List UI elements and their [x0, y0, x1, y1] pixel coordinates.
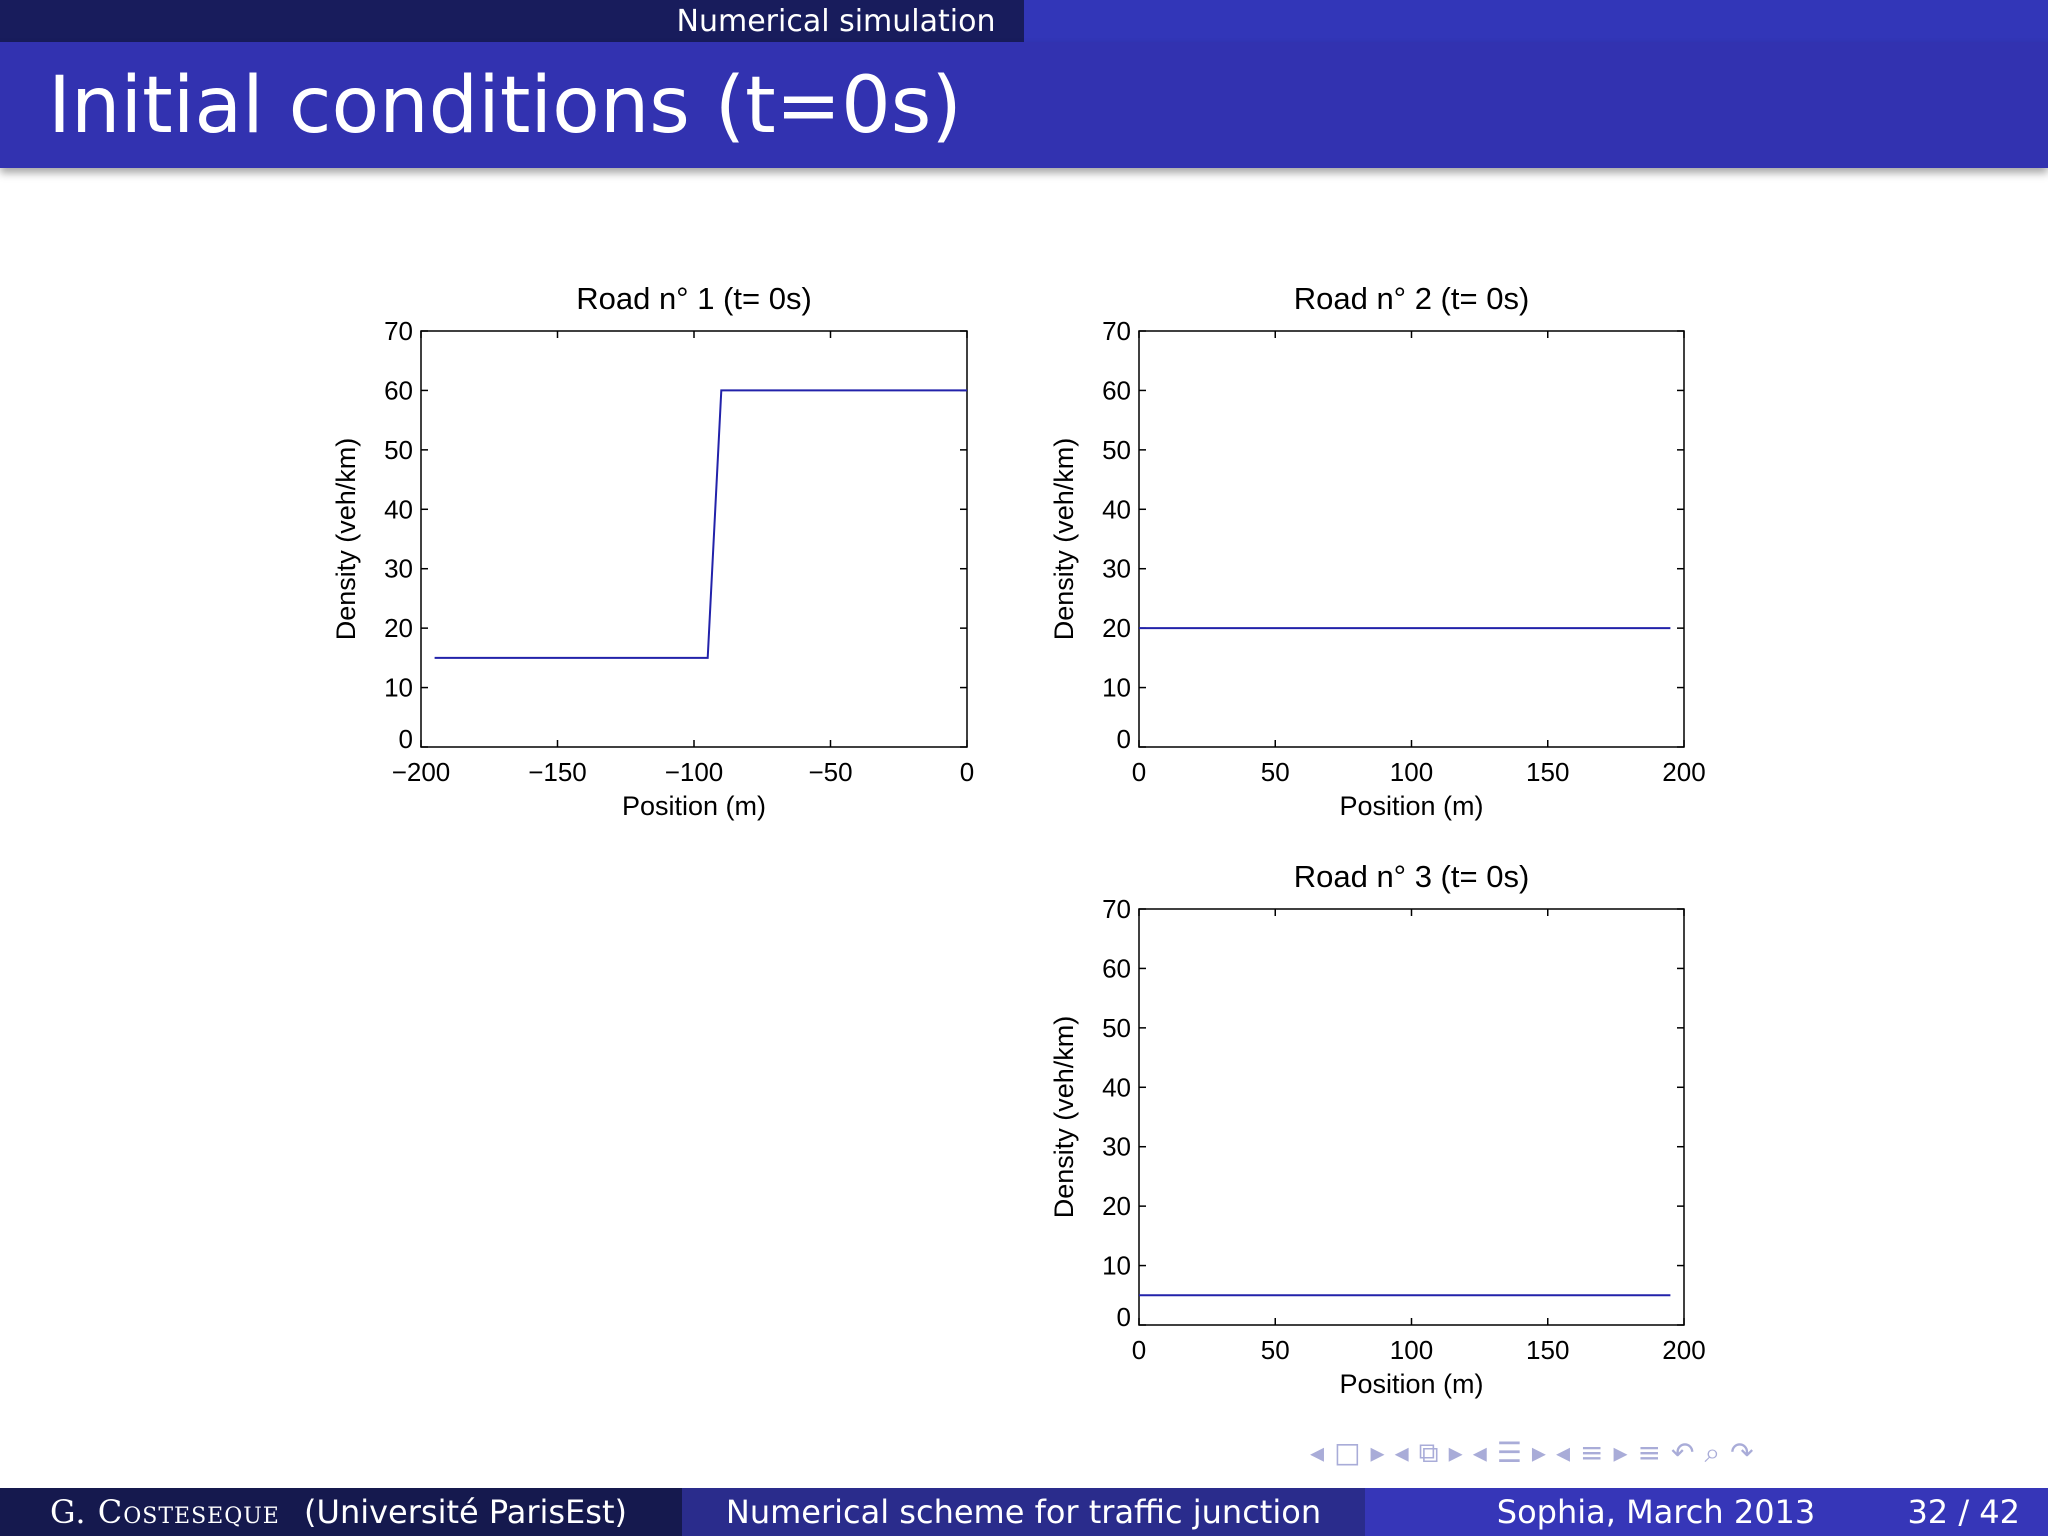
- title-bar: Initial conditions (t=0s): [0, 42, 2048, 168]
- chart-2: Road n° 2 (t= 0s) 0 50 100 150 200 0 10 20 30 40 50…: [1049, 281, 1706, 821]
- plot-frame: [1138, 330, 1685, 748]
- arrow-left-icon[interactable]: ◂: [1555, 1436, 1571, 1469]
- y-tick-label: 20: [1102, 613, 1131, 643]
- y-tick-label: 10: [1102, 1251, 1131, 1281]
- footer-affiliation: (Université ParisEst): [304, 1493, 627, 1531]
- footer-venue-block: Sophia, March 2013 32 / 42: [1365, 1488, 2048, 1536]
- y-tick-label: 0: [1117, 1302, 1131, 1332]
- x-tick-label: 50: [1261, 1335, 1290, 1365]
- y-tick-label: 40: [1102, 1072, 1131, 1102]
- section-strip: Numerical simulation: [0, 0, 2048, 42]
- y-tick-label: 40: [1102, 494, 1131, 524]
- arrow-left-icon[interactable]: ◂: [1472, 1436, 1487, 1469]
- page-title: Initial conditions (t=0s): [48, 61, 962, 151]
- y-axis-label: Density (veh/km): [331, 438, 361, 641]
- x-tick-label: −200: [392, 757, 451, 787]
- redo-icon[interactable]: ↷: [1730, 1436, 1754, 1469]
- series-line: [434, 389, 967, 659]
- section-strip-right: [1024, 0, 2048, 42]
- x-tick-label: −150: [528, 757, 587, 787]
- chart-title: Road n° 3 (t= 0s): [1294, 859, 1530, 894]
- x-tick-label: 0: [960, 757, 974, 787]
- arrow-right-icon[interactable]: ▸: [1448, 1436, 1463, 1469]
- x-tick-label: 0: [1132, 1335, 1146, 1365]
- y-tick-label: 20: [384, 613, 413, 643]
- plot-frame: [1138, 908, 1685, 1326]
- x-axis-label: Position (m): [1339, 791, 1483, 821]
- footer-venue: Sophia, March 2013: [1496, 1493, 1816, 1531]
- footer-author-block: G. Costeseque (Université ParisEst): [0, 1488, 682, 1536]
- y-tick-label: 50: [384, 435, 413, 465]
- y-tick-label: 70: [384, 316, 413, 346]
- y-tick-label: 70: [1102, 316, 1131, 346]
- arrow-left-icon[interactable]: ◂: [1310, 1436, 1325, 1469]
- section-label-text: Numerical simulation: [676, 4, 996, 39]
- chart-title: Road n° 2 (t= 0s): [1294, 281, 1530, 316]
- section-label[interactable]: Numerical simulation: [0, 0, 1024, 42]
- y-tick-label: 10: [384, 673, 413, 703]
- arrow-right-icon[interactable]: ▸: [1370, 1436, 1385, 1469]
- x-tick-label: 100: [1390, 757, 1433, 787]
- frame-icon[interactable]: □: [1334, 1436, 1361, 1469]
- y-tick-label: 30: [384, 554, 413, 584]
- search-icon[interactable]: ⌕: [1704, 1436, 1721, 1469]
- y-tick-label: 30: [1102, 1132, 1131, 1162]
- y-tick-label: 60: [384, 375, 413, 405]
- chart-title: Road n° 1 (t= 0s): [576, 281, 812, 316]
- y-tick-label: 60: [1102, 953, 1131, 983]
- arrow-right-icon[interactable]: ▸: [1613, 1436, 1628, 1469]
- y-tick-label: 70: [1102, 894, 1131, 924]
- y-tick-label: 60: [1102, 375, 1131, 405]
- x-tick-label: 150: [1526, 757, 1569, 787]
- y-tick-label: 10: [1102, 673, 1131, 703]
- subsection-icon[interactable]: ⧉: [1418, 1436, 1439, 1469]
- x-axis-label: Position (m): [1339, 1369, 1483, 1399]
- footer: G. Costeseque (Université ParisEst) Nume…: [0, 1488, 2048, 1536]
- arrow-left-icon[interactable]: ◂: [1394, 1436, 1409, 1469]
- x-tick-label: 200: [1662, 757, 1705, 787]
- arrow-right-icon[interactable]: ▸: [1531, 1436, 1546, 1469]
- x-tick-label: 150: [1526, 1335, 1569, 1365]
- y-tick-label: 30: [1102, 554, 1131, 584]
- align-icon[interactable]: ≡: [1580, 1436, 1604, 1469]
- y-tick-label: 20: [1102, 1191, 1131, 1221]
- footer-page-number: 32 / 42: [1907, 1493, 2020, 1531]
- chart-3: Road n° 3 (t= 0s) 0 50 100 150 200 0 10 20 30 40 50…: [1049, 859, 1706, 1399]
- x-tick-label: 100: [1390, 1335, 1433, 1365]
- x-tick-label: 200: [1662, 1335, 1705, 1365]
- align-icon[interactable]: ≡: [1637, 1436, 1662, 1469]
- x-tick-label: −50: [808, 757, 852, 787]
- y-tick-label: 0: [1117, 724, 1131, 754]
- y-tick-label: 50: [1102, 1013, 1131, 1043]
- navigation-controls: ◂ □ ▸ ◂ ⧉ ▸ ◂ ☰ ▸ ◂ ≡ ▸ ≡ ↶ ⌕ ↷: [1310, 1436, 1764, 1476]
- plot-frame: [420, 330, 968, 748]
- x-tick-label: 50: [1261, 757, 1290, 787]
- footer-author: G. Costeseque: [50, 1493, 280, 1531]
- chart-1: Road n° 1 (t= 0s) −200 −150 −100 −50 0 0 10 20 30…: [331, 281, 974, 821]
- y-axis-label: Density (veh/km): [1049, 1016, 1079, 1219]
- x-tick-label: −100: [665, 757, 724, 787]
- y-tick-label: 40: [384, 494, 413, 524]
- section-icon[interactable]: ☰: [1496, 1436, 1522, 1469]
- x-tick-label: 0: [1132, 757, 1146, 787]
- y-axis-label: Density (veh/km): [1049, 438, 1079, 641]
- y-tick-label: 50: [1102, 435, 1131, 465]
- undo-icon[interactable]: ↶: [1671, 1436, 1695, 1469]
- x-axis-label: Position (m): [622, 791, 766, 821]
- y-tick-label: 0: [399, 724, 413, 754]
- section-strip-left: [0, 0, 1024, 42]
- footer-talk-title: Numerical scheme for traffic junction: [682, 1488, 1365, 1536]
